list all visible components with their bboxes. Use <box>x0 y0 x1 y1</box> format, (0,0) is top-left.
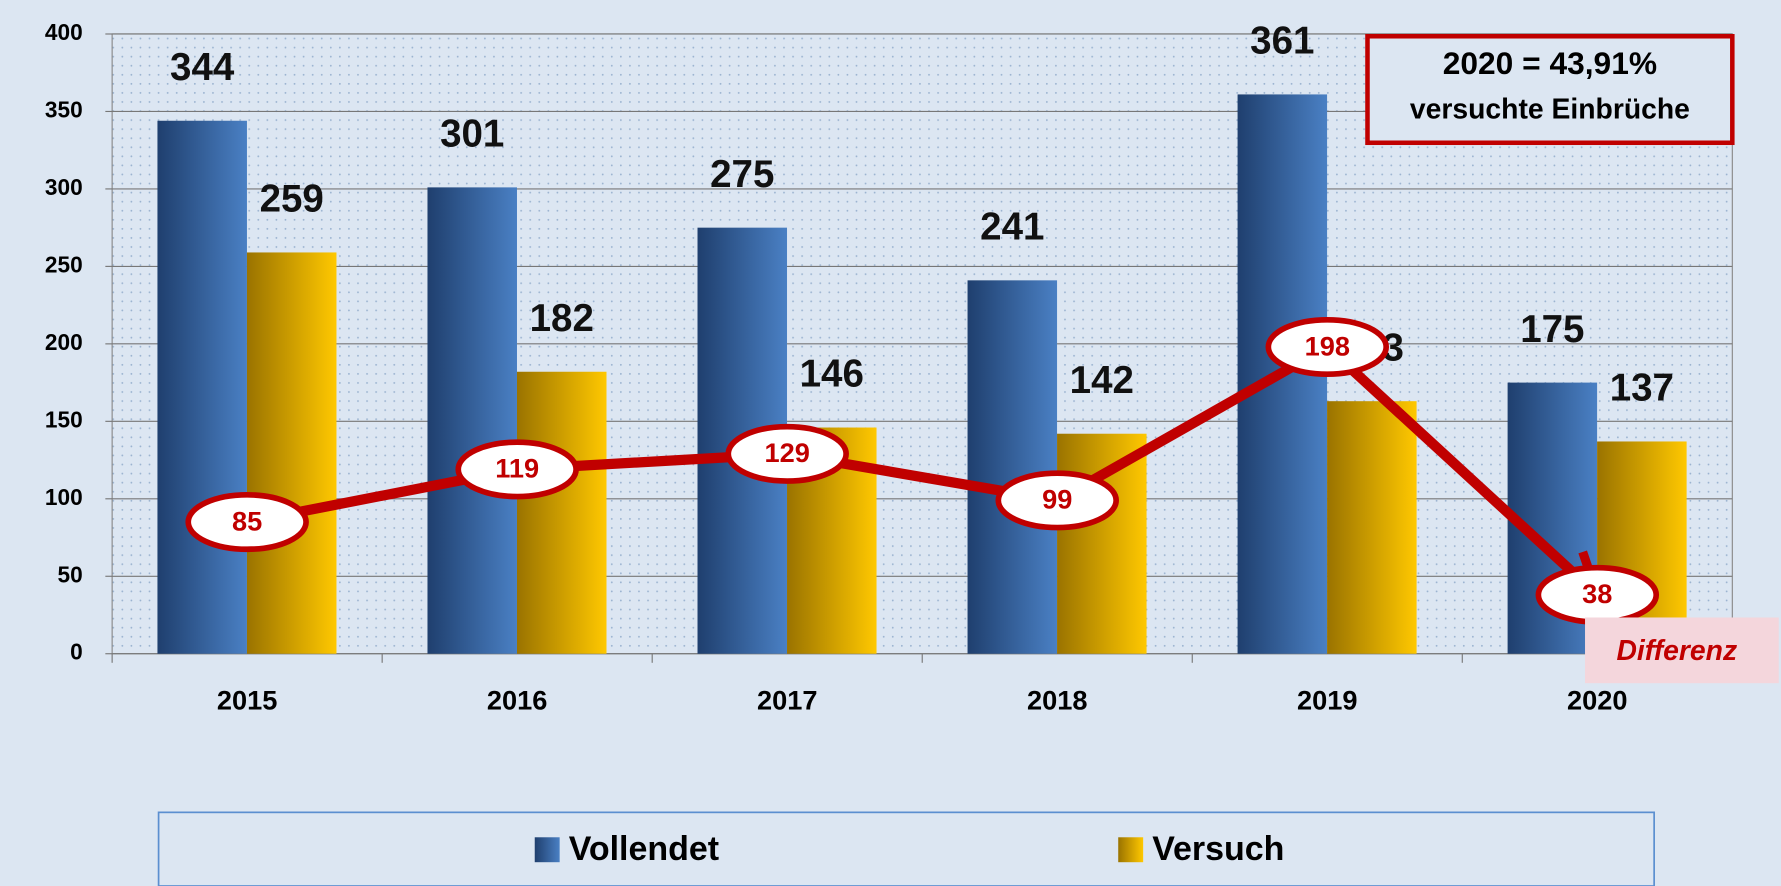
legend-swatch <box>1118 837 1144 863</box>
data-label: 175 <box>1520 308 1584 351</box>
x-tick-label: 2019 <box>1297 685 1357 716</box>
y-tick-label: 350 <box>45 96 83 122</box>
line-label: 38 <box>1582 578 1612 609</box>
line-label: 119 <box>495 453 539 484</box>
line-point <box>995 470 1119 531</box>
data-label: 146 <box>800 353 864 396</box>
legend-label: Vollendet <box>569 830 719 868</box>
bar <box>516 371 607 654</box>
data-label: 275 <box>710 153 774 196</box>
x-tick-label: 2015 <box>217 685 277 716</box>
line-label: 99 <box>1042 484 1072 515</box>
line-label: 85 <box>232 505 262 536</box>
data-label: 241 <box>980 206 1044 249</box>
line-point <box>455 439 579 500</box>
y-tick-label: 200 <box>45 329 83 355</box>
line-point <box>185 492 309 553</box>
legend-label: Versuch <box>1152 830 1284 868</box>
series-label-box <box>1585 617 1779 684</box>
series-label: Differenz <box>1616 635 1737 667</box>
bar <box>246 252 337 654</box>
x-tick-label: 2016 <box>487 685 547 716</box>
y-tick-label: 0 <box>70 639 83 665</box>
legend-swatch <box>534 837 560 863</box>
y-tick-label: 50 <box>57 561 82 587</box>
line-point <box>725 423 849 484</box>
y-tick-label: 300 <box>45 174 83 200</box>
legend <box>157 811 1655 886</box>
x-tick-label: 2020 <box>1567 685 1627 716</box>
x-tick-label: 2018 <box>1027 685 1087 716</box>
line-label: 129 <box>765 437 810 468</box>
data-label: 259 <box>260 178 324 221</box>
data-label: 182 <box>530 297 594 340</box>
bar <box>427 187 517 654</box>
data-label: 344 <box>170 46 235 89</box>
data-label: 137 <box>1610 367 1674 410</box>
y-tick-label: 150 <box>45 406 83 432</box>
data-label: 361 <box>1250 20 1314 63</box>
line-point <box>1265 316 1390 377</box>
y-tick-label: 400 <box>45 19 83 45</box>
annotation: 2020 = 43,91% <box>1443 45 1657 81</box>
y-tick-label: 100 <box>45 484 83 510</box>
data-label: 142 <box>1070 359 1134 402</box>
y-tick-label: 250 <box>45 251 83 277</box>
x-tick-label: 2017 <box>757 685 817 716</box>
annotation-box <box>1365 33 1735 146</box>
bar <box>1057 433 1147 654</box>
data-label: 301 <box>440 113 504 156</box>
annotation: versuchte Einbrüche <box>1410 94 1690 126</box>
bar <box>1327 401 1417 654</box>
bar <box>157 120 247 654</box>
line-label: 198 <box>1305 330 1350 361</box>
bar <box>967 280 1058 654</box>
